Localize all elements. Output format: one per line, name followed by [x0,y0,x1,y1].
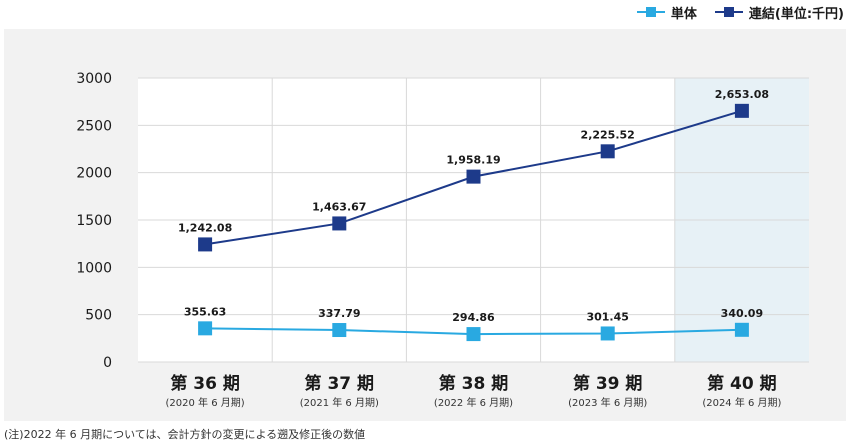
data-label: 355.63 [184,305,226,318]
x-tick-label: 第 36 期 [170,373,240,394]
legend-label-single: 単体 [670,6,697,22]
y-tick-label: 3000 [76,71,112,87]
x-tick-sublabel: (2024 年 6 月期) [702,396,781,409]
data-label: 340.09 [721,307,763,320]
y-tick-label: 1000 [76,260,112,276]
data-point [466,327,481,342]
data-point [734,322,749,337]
data-label: 301.45 [586,310,628,323]
legend-item-consolidated: 連結(単位:千円) [714,3,844,22]
data-point [332,323,347,338]
legend-marker-single [636,6,665,18]
x-tick-label: 第 37 期 [305,373,375,394]
line-chart: 0 500 1000 1500 2000 2500 3000 355.63 337.79 294.… [76,71,809,409]
y-tick-label: 2000 [76,166,112,182]
x-tick-sublabel: (2021 年 6 月期) [300,396,379,409]
legend-square-single [645,7,656,17]
data-label: 337.79 [318,307,360,320]
x-tick-label: 第 40 期 [707,373,777,394]
y-tick-label: 2500 [76,118,112,134]
y-tick-label: 1500 [76,213,112,229]
x-tick-sublabel: (2023 年 6 月期) [568,396,647,409]
legend: 単体 連結(単位:千円) [636,2,844,22]
x-tick-label: 第 38 期 [439,373,509,394]
legend-marker-consolidated [714,6,743,18]
chart-panel: 0 500 1000 1500 2000 2500 3000 355.63 337.79 294.… [4,29,846,421]
data-point [198,237,213,252]
x-tick-sublabel: (2020 年 6 月期) [166,396,245,409]
legend-label-consolidated: 連結(単位:千円) [748,6,844,22]
data-point [734,103,749,118]
footnote: (注)2022 年 6 月期については、会計方針の変更による遡及修正後の数値 [4,428,366,441]
legend-item-single: 単体 [636,3,697,22]
data-label: 1,463.67 [312,200,366,213]
data-point [466,169,481,184]
data-label: 1,958.19 [446,154,500,167]
y-tick-label: 0 [103,355,112,371]
data-point [198,321,213,336]
data-label: 1,242.08 [178,221,232,234]
data-label: 294.86 [452,311,495,324]
data-label: 2,225.52 [581,128,635,141]
data-point [600,144,615,159]
data-point [600,326,615,341]
data-point [332,216,347,231]
y-tick-label: 500 [85,308,112,324]
data-label: 2,653.08 [715,88,769,101]
x-tick-sublabel: (2022 年 6 月期) [434,396,513,409]
x-tick-label: 第 39 期 [573,373,643,394]
legend-square-consolidated [723,7,734,17]
